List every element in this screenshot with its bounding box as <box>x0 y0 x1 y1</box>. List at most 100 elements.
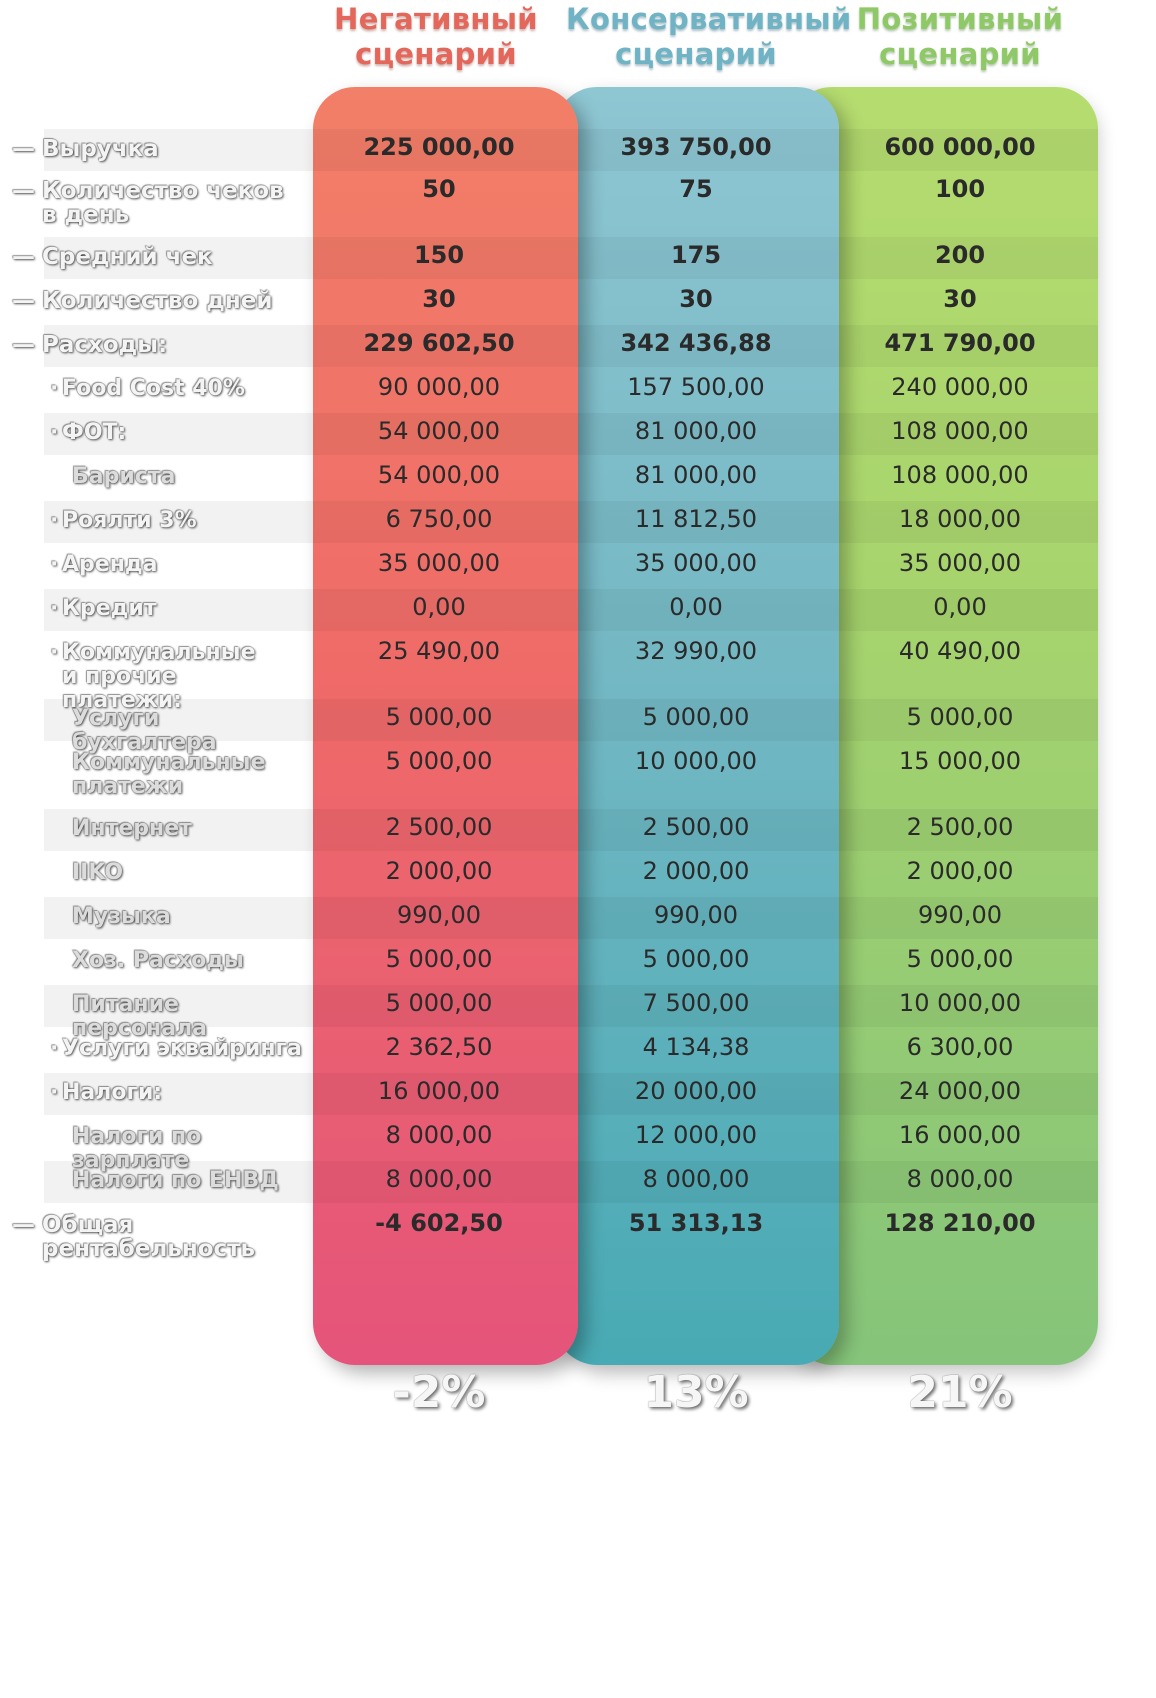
negative-value: 2 500,00 <box>385 813 493 841</box>
positive-value: 40 490,00 <box>898 637 1022 665</box>
conservative-value: 2 500,00 <box>642 813 750 841</box>
conservative-value: 81 000,00 <box>634 461 758 489</box>
conservative-value: 32 990,00 <box>634 637 758 665</box>
row-label-text: Налоги по ЕНВД <box>72 1168 279 1193</box>
dot-bullet: · <box>50 376 59 401</box>
row-label-text: Аренда <box>62 552 158 577</box>
negative-value: -4 602,50 <box>375 1209 503 1237</box>
row-stripe <box>313 589 1098 631</box>
dash-bullet: — <box>12 178 35 204</box>
row-label-text: Интернет <box>72 816 192 841</box>
conservative-value: 175 <box>670 241 722 269</box>
negative-value: 5 000,00 <box>385 747 493 775</box>
positive-profitability-percent: 21% <box>907 1367 1013 1418</box>
conservative-value: 12 000,00 <box>634 1121 758 1149</box>
positive-value: 108 000,00 <box>891 461 1029 489</box>
negative-column <box>313 87 578 1365</box>
negative-value: 54 000,00 <box>377 417 501 445</box>
negative-value: 54 000,00 <box>377 461 501 489</box>
negative-value: 25 490,00 <box>377 637 501 665</box>
row-label-text: Расходы: <box>42 332 168 358</box>
dash-bullet: — <box>12 1212 35 1238</box>
negative-value: 2 000,00 <box>385 857 493 885</box>
conservative-profitability-percent: 13% <box>643 1367 749 1418</box>
negative-value: 225 000,00 <box>363 133 515 161</box>
row-stripe <box>313 985 1098 1027</box>
row-stripe <box>313 809 1098 851</box>
positive-value: 5 000,00 <box>906 945 1014 973</box>
conservative-value: 4 134,38 <box>642 1033 750 1061</box>
positive-value: 15 000,00 <box>898 747 1022 775</box>
conservative-value: 10 000,00 <box>634 747 758 775</box>
positive-value: 108 000,00 <box>891 417 1029 445</box>
negative-value: 16 000,00 <box>377 1077 501 1105</box>
conservative-value: 0,00 <box>669 593 723 621</box>
conservative-column <box>555 87 839 1365</box>
dash-bullet: — <box>12 244 35 270</box>
row-stripe <box>313 237 1098 279</box>
negative-value: 30 <box>422 285 456 313</box>
conservative-value: 5 000,00 <box>642 945 750 973</box>
conservative-value: 75 <box>679 175 713 203</box>
positive-value: 990,00 <box>918 901 1002 929</box>
negative-value: 229 602,50 <box>363 329 515 357</box>
negative-value: 150 <box>413 241 465 269</box>
row-stripe <box>313 325 1098 367</box>
row-label-text: Услуги бухгалтера <box>72 706 217 755</box>
dot-bullet: · <box>50 420 59 445</box>
conservative-value: 393 750,00 <box>620 133 772 161</box>
row-label-text: Кредит <box>62 596 157 621</box>
dot-bullet: · <box>50 552 59 577</box>
conservative-value: 11 812,50 <box>634 505 758 533</box>
positive-value: 35 000,00 <box>898 549 1022 577</box>
conservative-value: 8 000,00 <box>642 1165 750 1193</box>
dot-bullet: · <box>50 640 59 665</box>
conservative-value: 35 000,00 <box>634 549 758 577</box>
positive-value: 24 000,00 <box>898 1077 1022 1105</box>
positive-value: 100 <box>934 175 986 203</box>
row-label-text: Количество чеков в день <box>42 178 284 228</box>
positive-value: 0,00 <box>933 593 987 621</box>
row-label-text: Бариста <box>72 464 176 489</box>
negative-value: 6 750,00 <box>385 505 493 533</box>
positive-value: 471 790,00 <box>884 329 1036 357</box>
negative-value: 0,00 <box>412 593 466 621</box>
row-label-text: ФОТ: <box>62 420 127 445</box>
row-label-text: IIKO <box>72 860 124 885</box>
conservative-value: 342 436,88 <box>620 329 772 357</box>
row-label-text: Средний чек <box>42 244 213 270</box>
dash-bullet: — <box>12 288 35 314</box>
conservative-value: 20 000,00 <box>634 1077 758 1105</box>
dot-bullet: · <box>50 596 59 621</box>
row-label-text: Хоз. Расходы <box>72 948 244 973</box>
conservative-scenario-header: Консервативный сценарий <box>566 2 852 71</box>
dot-bullet: · <box>50 508 59 533</box>
conservative-value: 81 000,00 <box>634 417 758 445</box>
negative-value: 50 <box>422 175 456 203</box>
positive-value: 2 500,00 <box>906 813 1014 841</box>
conservative-value: 5 000,00 <box>642 703 750 731</box>
row-stripe <box>313 1161 1098 1203</box>
row-label-text: Выручка <box>42 136 159 162</box>
positive-value: 2 000,00 <box>906 857 1014 885</box>
negative-value: 990,00 <box>397 901 481 929</box>
dot-bullet: · <box>50 1036 59 1061</box>
row-label-text: Коммунальные платежи <box>72 750 266 799</box>
dot-bullet: · <box>50 1080 59 1105</box>
positive-value: 600 000,00 <box>884 133 1036 161</box>
row-stripe <box>313 897 1098 939</box>
row-label-text: Роялти 3% <box>62 508 197 533</box>
negative-value: 5 000,00 <box>385 703 493 731</box>
row-stripe <box>313 501 1098 543</box>
negative-profitability-percent: -2% <box>392 1367 486 1418</box>
negative-value: 2 362,50 <box>385 1033 493 1061</box>
negative-value: 35 000,00 <box>377 549 501 577</box>
positive-value: 10 000,00 <box>898 989 1022 1017</box>
negative-value: 8 000,00 <box>385 1121 493 1149</box>
positive-scenario-header: Позитивный сценарий <box>856 2 1064 71</box>
row-label-text: Питание персонала <box>72 992 208 1041</box>
row-label-text: Налоги: <box>62 1080 163 1105</box>
negative-value: 5 000,00 <box>385 945 493 973</box>
negative-value: 90 000,00 <box>377 373 501 401</box>
positive-value: 240 000,00 <box>891 373 1029 401</box>
